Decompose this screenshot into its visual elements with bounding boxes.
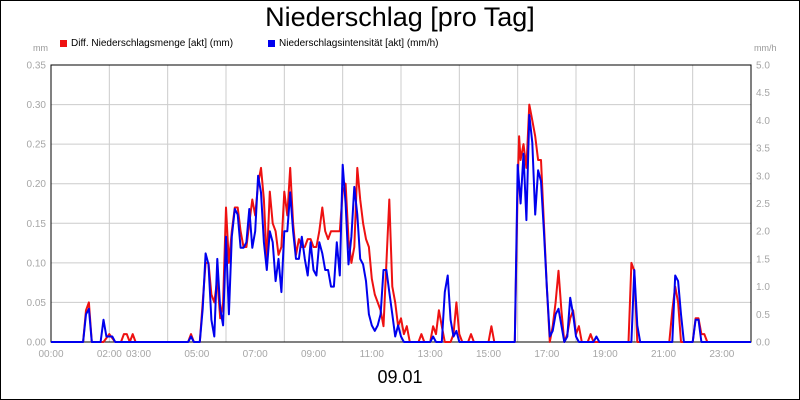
y-tick-label-right: 3.5 [756, 144, 770, 155]
legend-label-menge: Diff. Niederschlagsmenge [akt] (mm) [71, 38, 234, 49]
legend-label-intensitaet: Niederschlagsintensität [akt] (mm/h) [279, 38, 439, 49]
y-tick-label-right: 1.5 [756, 254, 770, 265]
x-tick-label: 03:00 [126, 349, 151, 360]
x-tick-label: 23:00 [709, 349, 734, 360]
chart-title: Niederschlag [pro Tag] [265, 2, 535, 32]
x-tick-label: 07:00 [243, 349, 268, 360]
x-axis-label-date: 09.01 [377, 367, 423, 387]
x-tick-label: 21:00 [651, 349, 676, 360]
y-tick-label-left: 0.25 [27, 140, 47, 151]
x-tick-label: 11:00 [360, 349, 385, 360]
y-tick-label-left: 0.30 [27, 100, 47, 111]
y-tick-label-right: 2.0 [756, 227, 770, 238]
plot-border [50, 64, 752, 343]
x-tick-label: 17:00 [534, 349, 559, 360]
y-tick-label-left: 0.35 [27, 61, 47, 72]
x-tick-label: 13:00 [418, 349, 443, 360]
x-tick-label: 02:00 [97, 349, 122, 360]
y-tick-label-right: 2.5 [756, 199, 770, 210]
x-tick-label: 15:00 [476, 349, 501, 360]
y-tick-label-right: 5.0 [756, 61, 770, 72]
legend-item-intensitaet: Niederschlagsintensität [akt] (mm/h) [268, 38, 439, 49]
x-tick-label: 09:00 [301, 349, 326, 360]
y-tick-label-right: 4.0 [756, 116, 770, 127]
y-tick-label-left: 0.10 [27, 258, 47, 269]
x-tick-label: 19:00 [593, 349, 618, 360]
y-tick-label-left: 0.15 [27, 219, 47, 230]
y-axis-left-unit: mm [33, 43, 48, 53]
y-tick-label-right: 3.0 [756, 171, 770, 182]
x-tick-label: 05:00 [184, 349, 209, 360]
y-tick-label-right: 0.0 [756, 338, 770, 349]
legend-swatch-blue [268, 40, 275, 47]
x-tick-label: 00:00 [38, 349, 63, 360]
y-tick-label-left: 0.00 [27, 338, 47, 349]
y-tick-label-right: 0.5 [756, 310, 770, 321]
y-tick-label-right: 1.0 [756, 282, 770, 293]
legend-swatch-red [60, 40, 67, 47]
y-tick-label-left: 0.05 [27, 298, 47, 309]
y-tick-label-left: 0.20 [27, 179, 47, 190]
y-axis-right-unit: mm/h [754, 43, 777, 53]
series-line-intensitaet [51, 113, 751, 343]
y-tick-label-right: 4.5 [756, 88, 770, 99]
legend-item-menge: Diff. Niederschlagsmenge [akt] (mm) [60, 38, 233, 49]
